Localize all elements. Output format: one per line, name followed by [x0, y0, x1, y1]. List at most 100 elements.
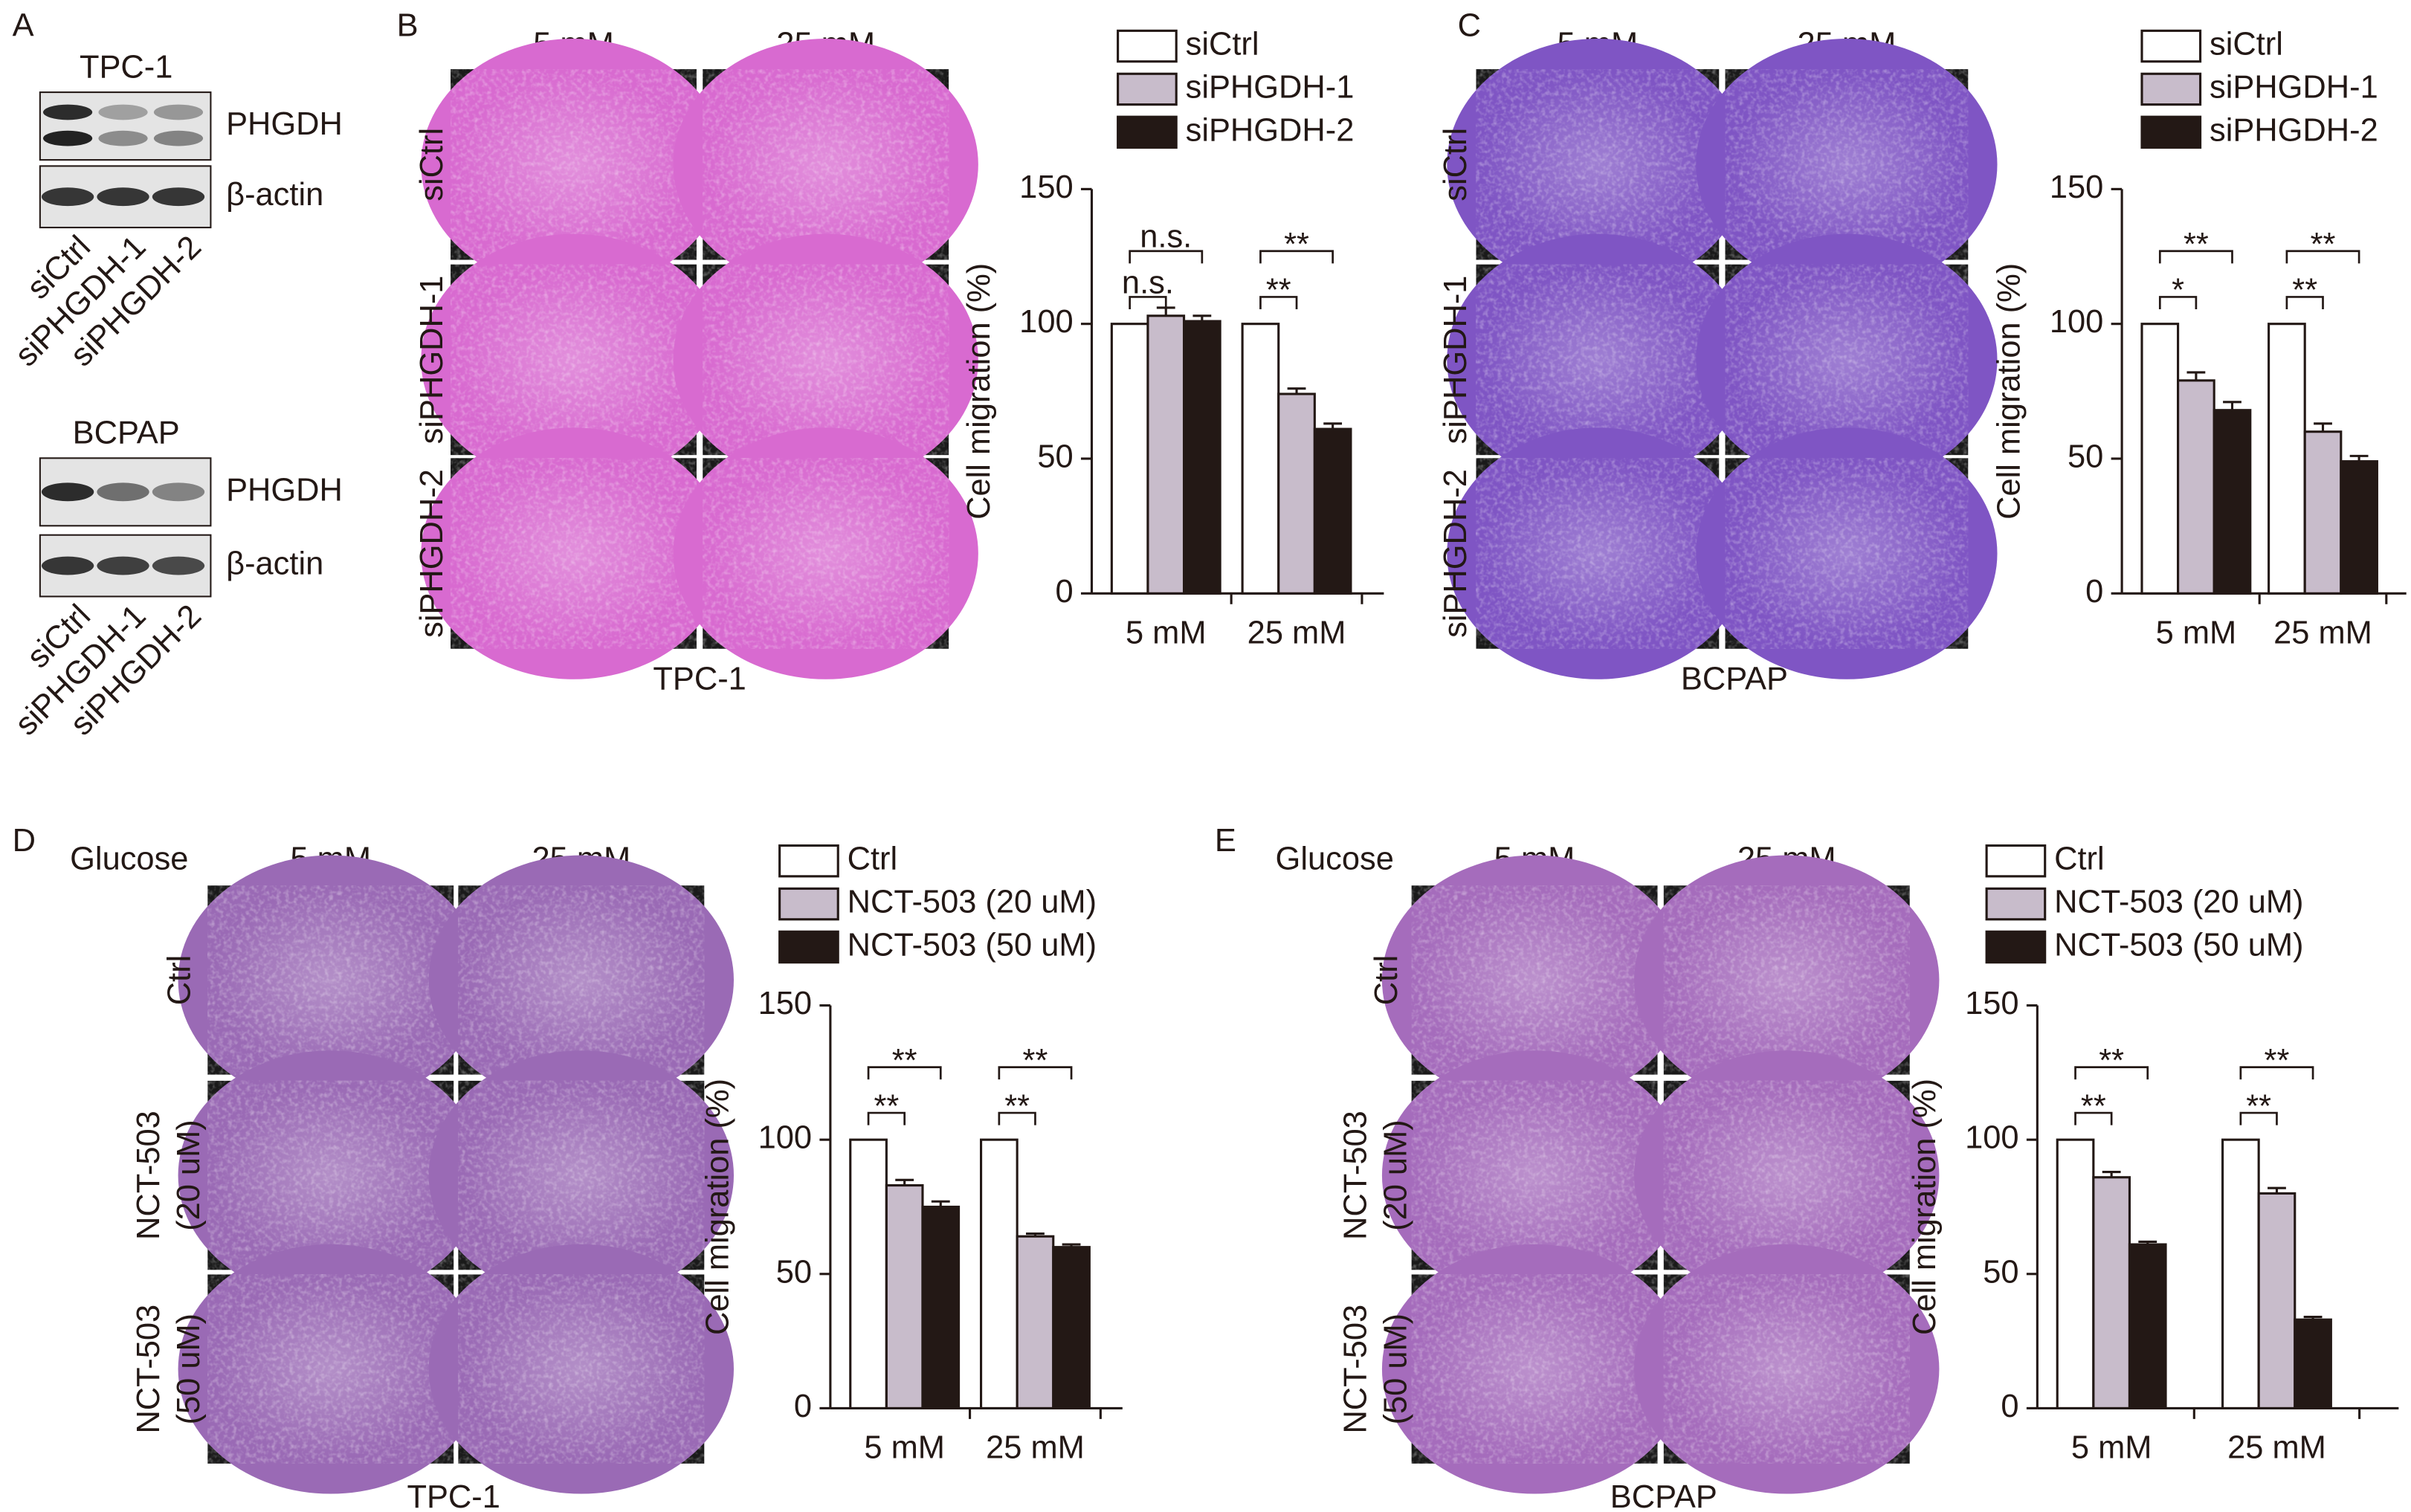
micrograph-sheen: [1725, 69, 1969, 260]
row-label: siPHGDH-1: [414, 276, 450, 445]
row-title: Glucose: [70, 841, 188, 877]
micrograph-sheen: [458, 885, 705, 1075]
significance-label: **: [2265, 1043, 2290, 1079]
band-label: β-actin: [226, 546, 323, 582]
blot-band: [42, 130, 93, 146]
legend-swatch: [1117, 72, 1178, 106]
legend-label: siCtrl: [2210, 27, 2283, 62]
y-tick-label: 0: [794, 1389, 812, 1424]
significance-label: **: [892, 1043, 917, 1079]
bar: [1313, 427, 1352, 595]
legend-swatch: [1117, 29, 1178, 63]
significance-bracket: [2285, 250, 2360, 264]
micrograph-sheen: [1725, 264, 1969, 456]
significance-bracket: [867, 1066, 942, 1080]
bar: [2140, 323, 2180, 595]
significance-bracket: [1129, 296, 1167, 309]
x-tick-label: 5 mM: [1126, 616, 1207, 651]
blot-band: [98, 130, 148, 146]
blot-band: [153, 104, 204, 120]
micrograph-sheen: [207, 885, 454, 1075]
bar: [1110, 323, 1149, 595]
micrograph-sheen: [1725, 458, 1969, 649]
micrograph-sheen: [703, 458, 949, 649]
y-tick-label: 150: [1019, 169, 1073, 205]
blot-box: [39, 91, 212, 161]
bar: [849, 1138, 888, 1409]
blot-band: [97, 187, 149, 207]
significance-label: n.s.: [1122, 265, 1174, 300]
blot-band: [97, 556, 149, 575]
significance-bracket: [1259, 250, 1334, 264]
y-tick-label: 50: [2068, 439, 2103, 474]
y-axis-label: Cell migration (%): [700, 1079, 735, 1335]
blot-band: [152, 556, 205, 575]
legend-label: siPHGDH-1: [2210, 69, 2378, 105]
bar: [2092, 1176, 2131, 1409]
bar: [2340, 460, 2378, 595]
y-tick-label: 100: [758, 1120, 812, 1156]
micrograph-sheen: [207, 1080, 454, 1270]
micrograph-sheen: [1663, 1080, 1910, 1270]
significance-bracket: [867, 1111, 906, 1125]
cell-line-label: TPC-1: [653, 662, 746, 697]
legend-label: NCT-503 (50 uM): [2054, 927, 2303, 963]
legend-swatch: [2140, 29, 2202, 63]
significance-label: **: [2081, 1088, 2106, 1124]
bar: [2303, 430, 2343, 595]
legend-swatch: [1985, 930, 2047, 964]
legend-label: Ctrl: [848, 841, 898, 877]
y-tick-label: 150: [2050, 169, 2103, 205]
bar: [885, 1184, 924, 1409]
legend-swatch: [2140, 115, 2202, 149]
micrograph-sheen: [1411, 1080, 1658, 1270]
x-tick-label: 25 mM: [2227, 1430, 2326, 1466]
bar: [1052, 1246, 1091, 1409]
y-tick-label: 0: [2085, 574, 2103, 610]
significance-label: **: [2246, 1088, 2271, 1124]
significance-label: **: [2184, 227, 2209, 262]
legend-swatch: [1985, 887, 2047, 921]
panel-letter: C: [1458, 8, 1481, 44]
significance-bracket: [2158, 250, 2233, 264]
bar: [1146, 314, 1186, 595]
significance-label: **: [1023, 1043, 1048, 1079]
bar: [2212, 409, 2252, 595]
band-label: PHGDH: [226, 106, 343, 142]
micrograph-sheen: [458, 1080, 705, 1270]
panel-letter: D: [13, 823, 36, 859]
blot-band: [42, 104, 93, 120]
legend-swatch: [1985, 844, 2047, 878]
micrograph-sheen: [703, 69, 949, 260]
row-label: NCT-503: [1338, 1111, 1374, 1240]
row-label: (50 uM): [171, 1314, 207, 1425]
micrograph-sheen: [1411, 1274, 1658, 1464]
blot-band: [97, 482, 149, 502]
legend-label: siPHGDH-2: [1186, 112, 1355, 148]
bar: [1277, 392, 1316, 595]
micrograph-sheen: [207, 1274, 454, 1464]
bar: [980, 1138, 1019, 1409]
y-tick-label: 50: [776, 1254, 812, 1290]
significance-label: **: [2311, 227, 2336, 262]
bar: [2056, 1138, 2095, 1409]
bar: [1182, 320, 1221, 595]
legend-swatch: [1117, 115, 1178, 149]
significance-label: *: [2172, 273, 2184, 308]
blot-band: [41, 556, 94, 575]
x-tick-label: 25 mM: [1248, 616, 1346, 651]
bar: [1241, 323, 1280, 595]
bar: [2294, 1318, 2332, 1409]
micrograph-sheen: [451, 264, 697, 456]
row-label: (20 uM): [171, 1120, 207, 1231]
significance-bracket: [2239, 1111, 2278, 1125]
panel-letter: A: [13, 8, 34, 44]
significance-label: **: [874, 1088, 899, 1124]
x-tick-label: 25 mM: [2273, 616, 2372, 651]
significance-bracket: [2158, 296, 2198, 309]
legend-label: siPHGDH-1: [1186, 69, 1355, 105]
micrograph-sheen: [451, 69, 697, 260]
band-label: PHGDH: [226, 472, 343, 508]
row-label: siPHGDH-1: [1438, 276, 1474, 445]
y-tick-label: 100: [2050, 304, 2103, 340]
